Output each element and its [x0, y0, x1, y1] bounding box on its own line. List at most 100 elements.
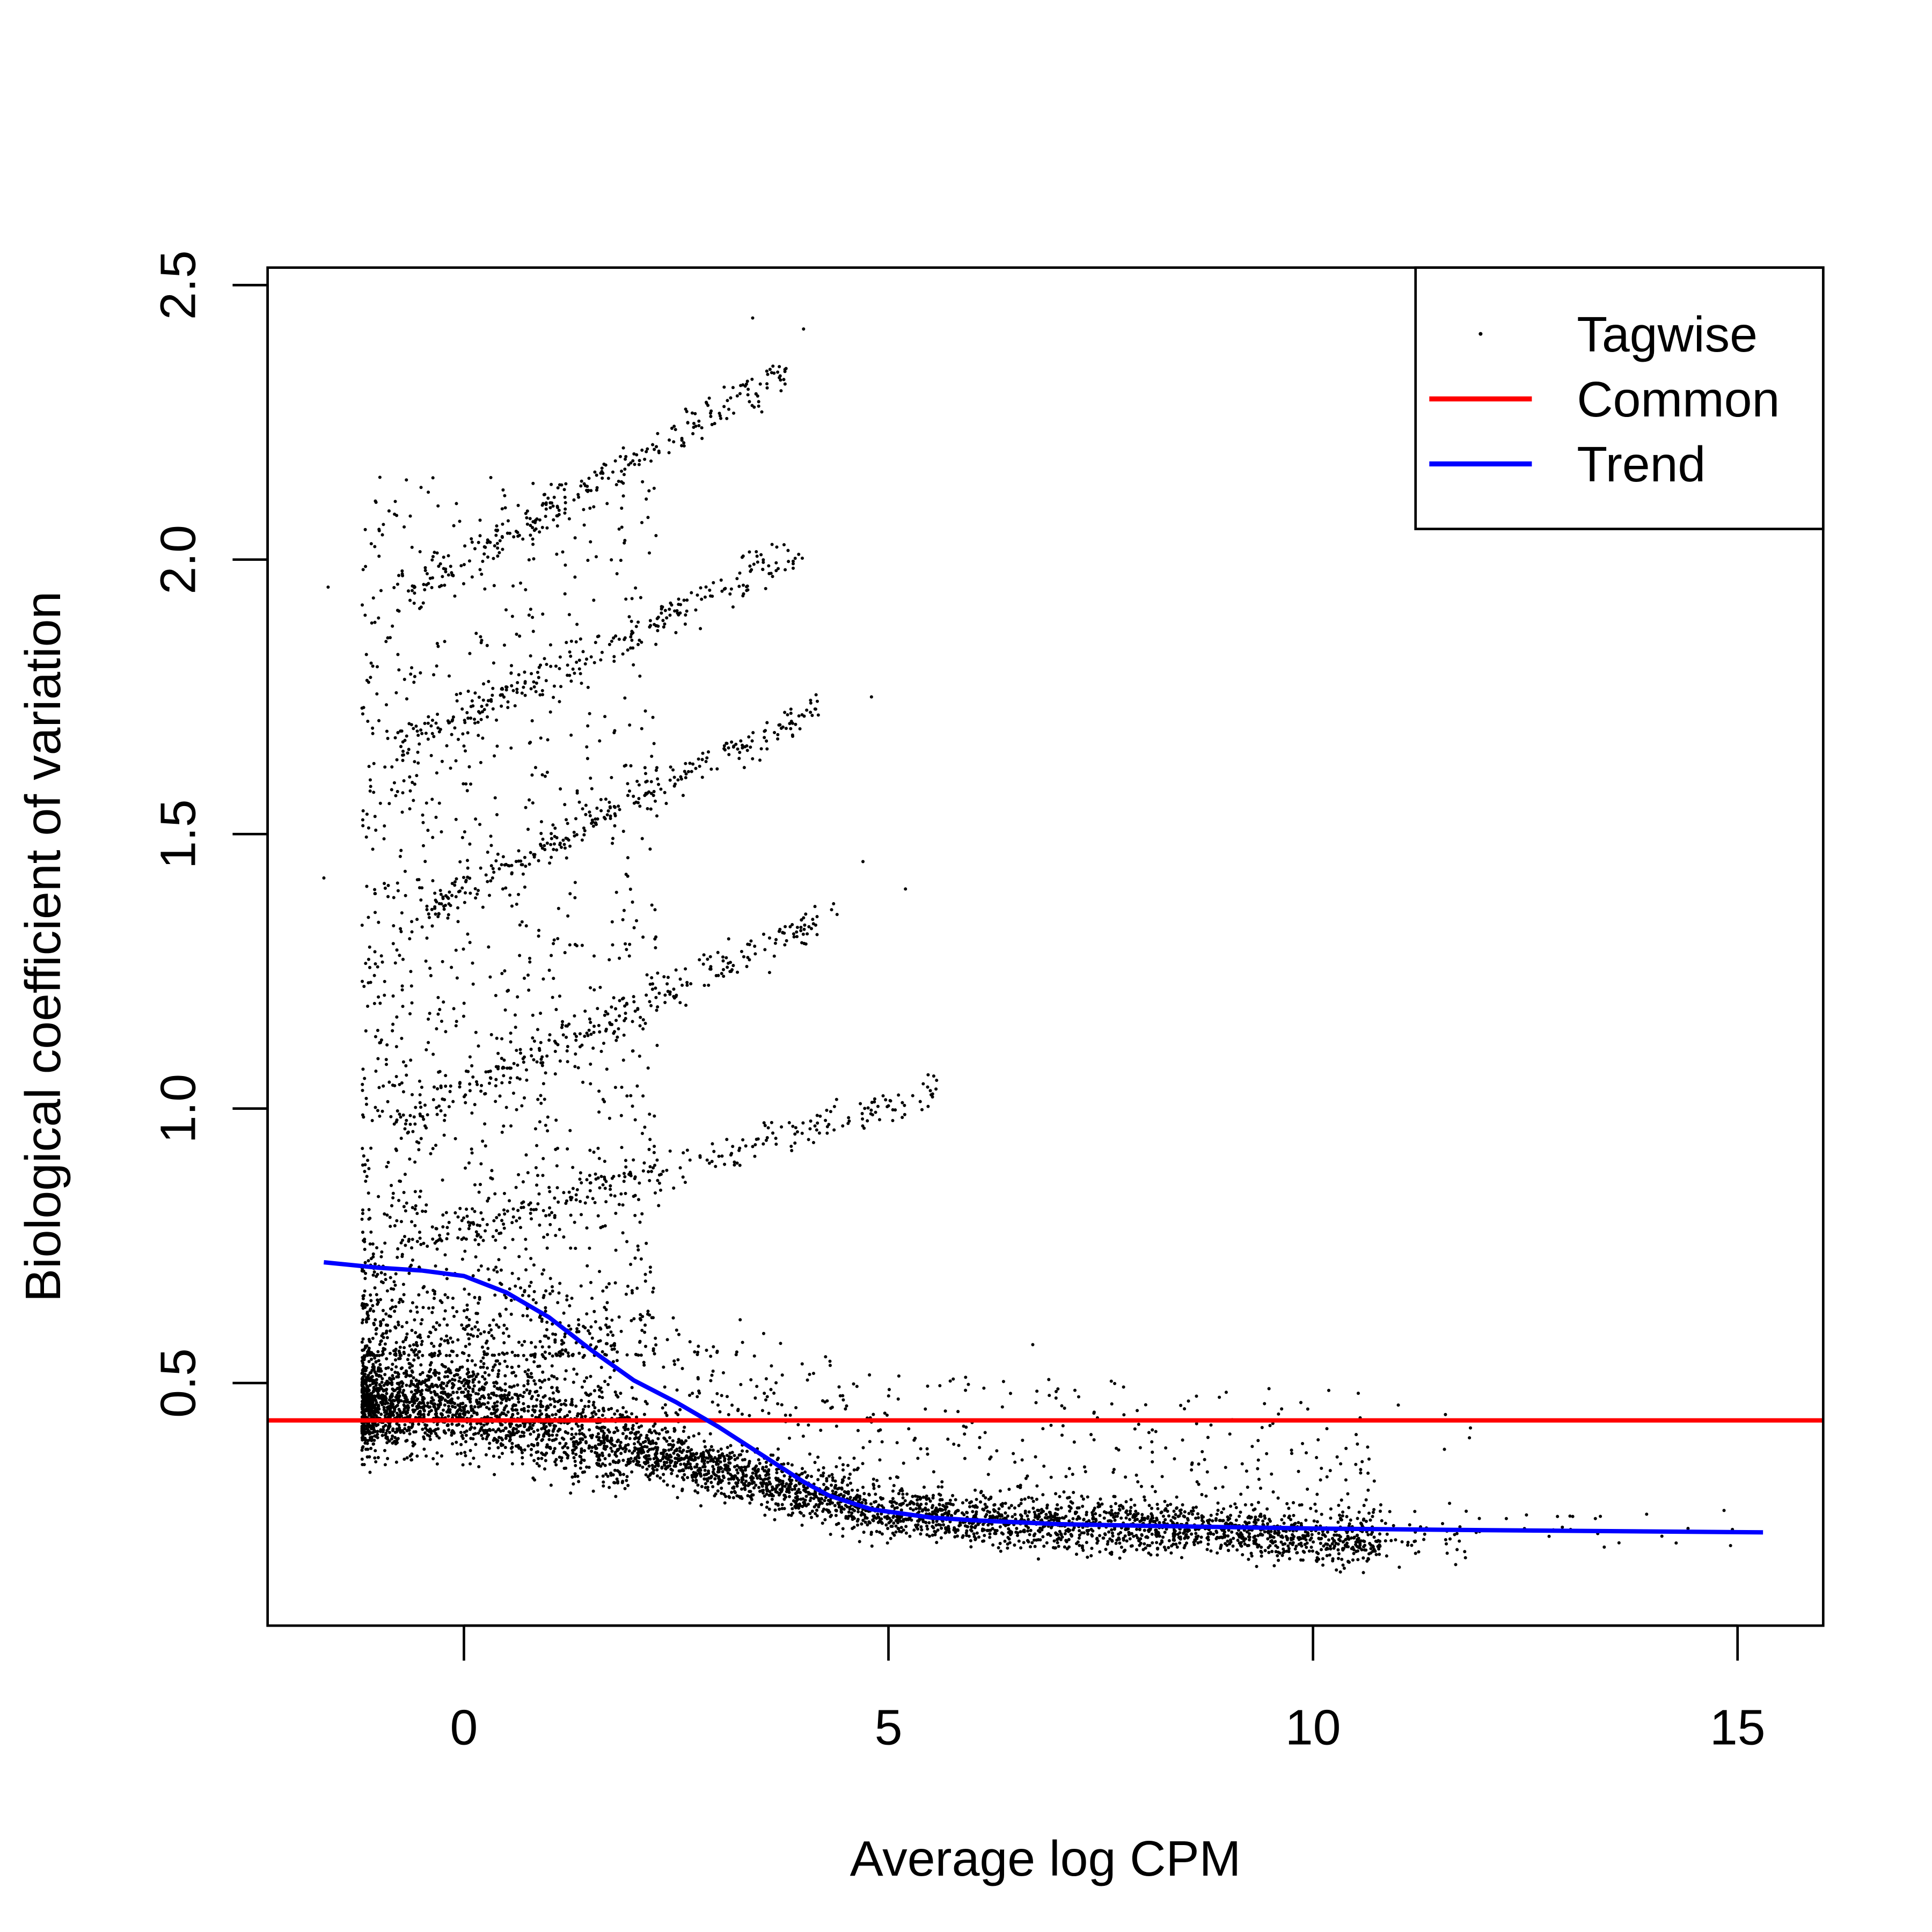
- tagwise-point: [599, 1386, 603, 1390]
- tagwise-point: [391, 1363, 394, 1366]
- tagwise-point: [460, 1433, 464, 1437]
- tagwise-point: [748, 1481, 751, 1485]
- tagwise-point: [533, 1382, 537, 1386]
- tagwise-point: [682, 1429, 685, 1433]
- tagwise-point: [1293, 1547, 1297, 1551]
- tagwise-point: [972, 1535, 976, 1539]
- tagwise-point: [1099, 1497, 1102, 1501]
- tagwise-point: [1140, 1518, 1144, 1522]
- tagwise-point: [594, 1413, 598, 1416]
- tagwise-point: [1113, 1527, 1116, 1531]
- tagwise-point: [491, 1428, 495, 1432]
- tagwise-point: [501, 1429, 505, 1432]
- tagwise-point: [1299, 1541, 1303, 1545]
- tagwise-point: [727, 1477, 731, 1481]
- tagwise-point: [825, 1477, 829, 1481]
- tagwise-point: [631, 1396, 635, 1400]
- tagwise-point: [808, 1372, 811, 1377]
- tagwise-point: [441, 1408, 445, 1412]
- tagwise-point: [360, 1383, 364, 1387]
- tagwise-point: [1325, 1546, 1329, 1550]
- tagwise-point: [1378, 1532, 1382, 1536]
- tagwise-point: [361, 1337, 365, 1341]
- tagwise-point: [1078, 1533, 1081, 1537]
- tagwise-point: [477, 1380, 481, 1384]
- tagwise-point: [479, 1359, 483, 1363]
- tagwise-point: [1265, 1522, 1270, 1526]
- tagwise-point: [1150, 1515, 1154, 1519]
- tagwise-point: [1287, 1547, 1291, 1550]
- tagwise-point: [1211, 1519, 1214, 1523]
- tagwise-point: [792, 1499, 795, 1503]
- tagwise-point: [390, 1437, 393, 1441]
- tagwise-point: [887, 1394, 890, 1398]
- tagwise-point: [369, 1392, 372, 1395]
- tagwise-point: [712, 1467, 716, 1471]
- tagwise-point: [1017, 1539, 1021, 1543]
- tagwise-point: [467, 1337, 471, 1341]
- tagwise-point: [1162, 1546, 1166, 1549]
- tagwise-point: [808, 1512, 812, 1516]
- tagwise-point: [1252, 1535, 1256, 1539]
- tagwise-point: [1477, 1517, 1481, 1520]
- tagwise-point: [503, 1393, 507, 1397]
- tagwise-point: [688, 1340, 692, 1344]
- tagwise-point: [374, 1360, 378, 1364]
- tagwise-point: [516, 1397, 520, 1401]
- tagwise-point: [428, 1438, 432, 1441]
- tagwise-point: [569, 1491, 573, 1495]
- tagwise-point: [597, 1457, 601, 1460]
- tagwise-point: [593, 1406, 597, 1410]
- tagwise-point: [954, 1498, 957, 1502]
- tagwise-point: [953, 1511, 957, 1515]
- tagwise-point: [1230, 1530, 1234, 1534]
- tagwise-point: [1119, 1546, 1123, 1549]
- tagwise-point: [966, 1525, 970, 1528]
- tagwise-point: [998, 1525, 1002, 1529]
- tagwise-point: [1178, 1541, 1182, 1545]
- tagwise-point: [755, 1464, 758, 1468]
- tagwise-point: [487, 1373, 491, 1377]
- tagwise-point: [402, 1457, 406, 1461]
- tagwise-point: [544, 1425, 548, 1429]
- tagwise-point: [765, 1505, 769, 1509]
- tagwise-point: [654, 1441, 658, 1445]
- tagwise-point: [1197, 1462, 1201, 1466]
- tagwise-point: [1163, 1531, 1167, 1534]
- tagwise-point: [890, 1525, 894, 1528]
- tagwise-point: [626, 1428, 630, 1431]
- tagwise-point: [633, 1442, 636, 1446]
- tagwise-point: [1371, 1531, 1374, 1534]
- tagwise-point: [1091, 1529, 1095, 1533]
- tagwise-point: [608, 1454, 611, 1458]
- tagwise-point: [475, 1335, 479, 1338]
- tagwise-point: [1056, 1387, 1060, 1391]
- tagwise-point: [442, 1429, 446, 1433]
- tagwise-point: [375, 1373, 378, 1377]
- tagwise-point: [1033, 1516, 1037, 1519]
- tagwise-point: [757, 1485, 761, 1489]
- tagwise-point: [403, 1427, 407, 1431]
- tagwise-point: [370, 1439, 374, 1443]
- tagwise-point: [1059, 1532, 1063, 1536]
- tagwise-point: [932, 1470, 935, 1474]
- tagwise-point: [701, 1465, 705, 1469]
- tagwise-point: [381, 1308, 385, 1312]
- tagwise-point: [614, 1495, 618, 1498]
- tagwise-point: [1091, 1513, 1095, 1517]
- tagwise-point: [1183, 1543, 1187, 1547]
- tagwise-point: [901, 1496, 905, 1500]
- tagwise-point: [1063, 1406, 1066, 1410]
- tagwise-point: [639, 1433, 643, 1437]
- tagwise-point: [570, 1427, 574, 1431]
- tagwise-point: [936, 1528, 940, 1532]
- tagwise-point: [938, 1384, 942, 1388]
- tagwise-point: [1260, 1554, 1263, 1558]
- tagwise-point: [1073, 1388, 1077, 1392]
- tagwise-point: [543, 1467, 547, 1471]
- tagwise-point: [995, 1449, 999, 1453]
- tagwise-point: [716, 1482, 720, 1485]
- tagwise-point: [536, 1428, 539, 1432]
- tagwise-point: [1055, 1538, 1059, 1541]
